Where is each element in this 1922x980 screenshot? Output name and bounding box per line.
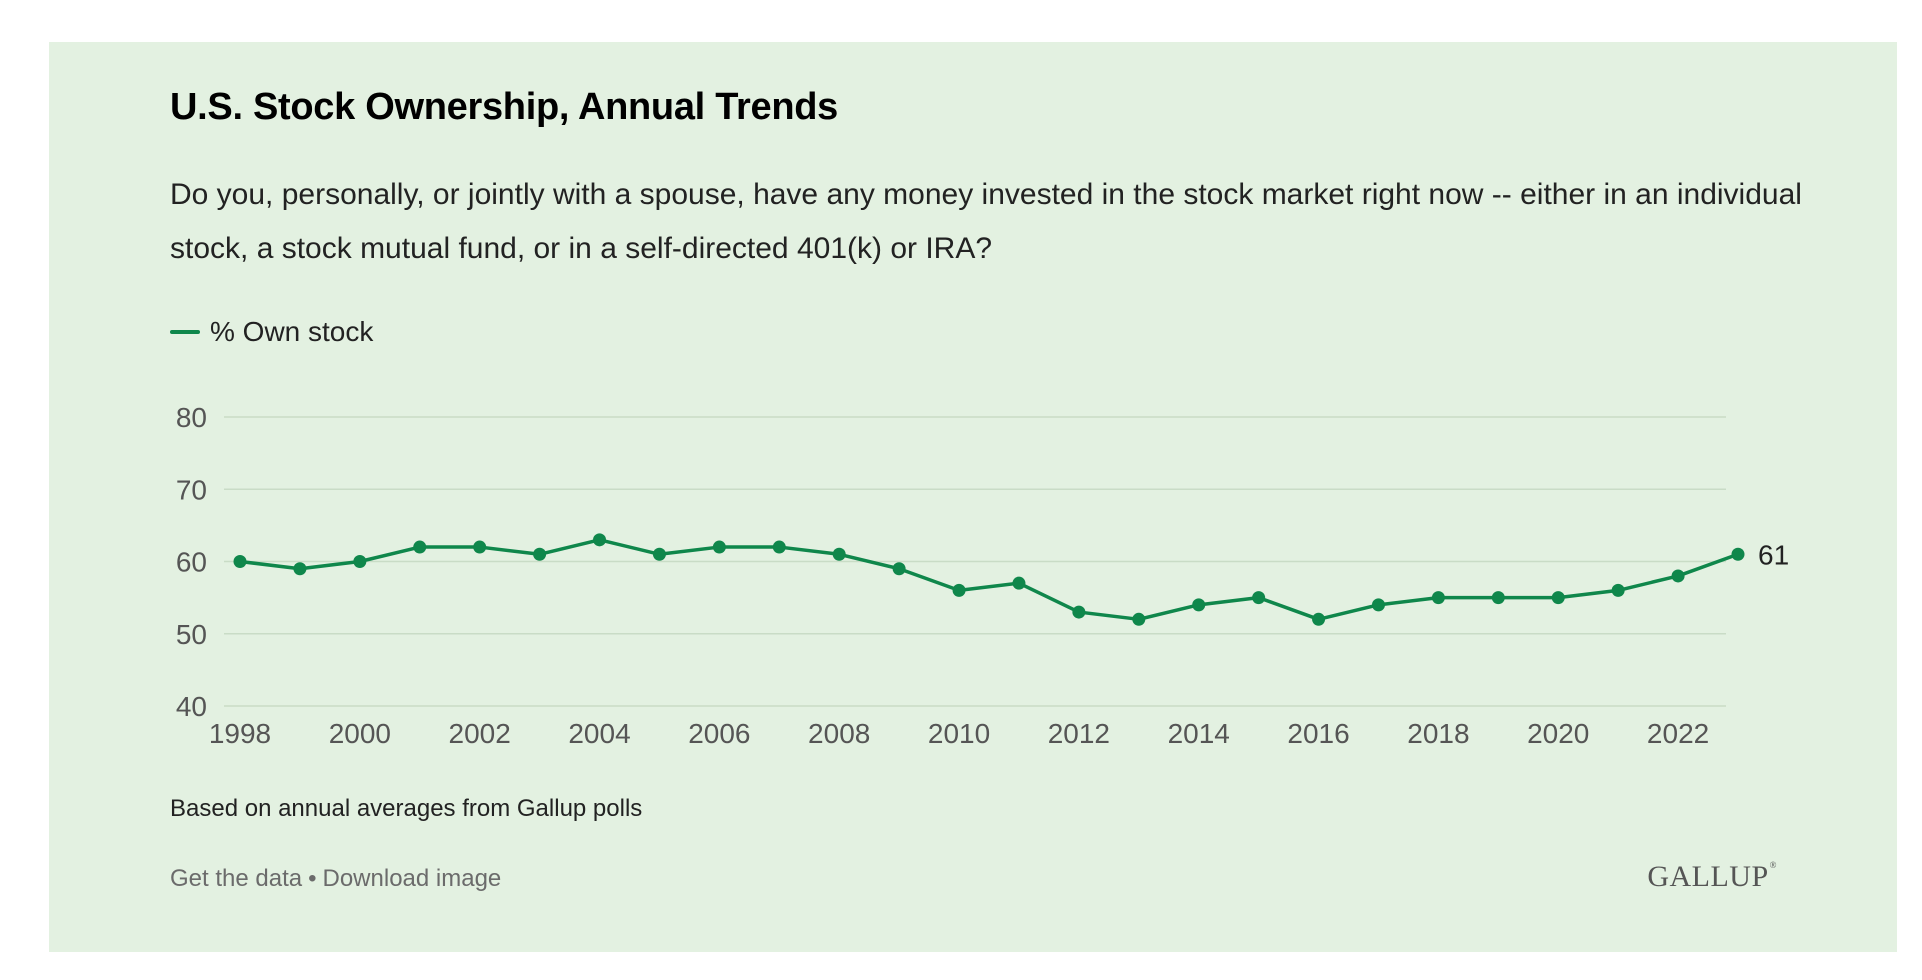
chart-title: U.S. Stock Ownership, Annual Trends [170,86,838,128]
legend: % Own stock [170,316,373,348]
data-point-2000 [353,555,367,568]
x-tick-label-2016: 2016 [1287,718,1349,749]
legend-swatch [170,330,200,334]
data-point-2008 [832,547,846,561]
x-tick-label-2014: 2014 [1168,718,1230,749]
data-point-2022 [1671,569,1685,583]
footer-links: Get the data • Download image [170,865,501,893]
x-tick-label-2022: 2022 [1647,718,1709,749]
data-point-2009 [892,562,906,576]
gallup-logo-text: GALLUP [1647,860,1769,893]
download-image-link[interactable]: Download image [322,865,502,892]
y-tick-label-60: 60 [176,547,207,578]
data-point-2023 [1731,547,1745,561]
data-point-1998 [233,555,247,568]
x-tick-label-2018: 2018 [1407,718,1469,749]
y-tick-label-50: 50 [176,619,207,650]
data-point-2017 [1371,598,1385,612]
series-line [238,538,1740,622]
x-tick-label-2004: 2004 [568,718,630,749]
registered-mark: ® [1769,860,1777,870]
footnote: Based on annual averages from Gallup pol… [170,795,643,822]
data-point-2013 [1132,612,1146,626]
data-point-2003 [533,547,547,561]
data-point-2018 [1431,591,1445,605]
survey-question: Do you, personally, or jointly with a sp… [170,178,1802,265]
x-tick-label-2002: 2002 [449,718,511,749]
end-value-label: 61 [1758,539,1789,570]
data-point-2011 [1012,576,1026,590]
data-point-1999 [293,562,307,576]
x-tick-label-2000: 2000 [329,718,391,749]
data-point-2006 [712,540,726,554]
data-point-2014 [1192,598,1206,612]
data-point-2020 [1551,591,1565,605]
x-tick-label-2010: 2010 [928,718,990,749]
data-point-2010 [952,583,966,597]
x-tick-label-2008: 2008 [808,718,870,749]
x-tick-label-2006: 2006 [688,718,750,749]
y-tick-label-40: 40 [176,691,207,722]
data-point-2012 [1072,605,1086,619]
y-tick-label-80: 80 [176,402,207,433]
data-point-2021 [1611,583,1625,597]
data-point-2001 [413,540,427,554]
gallup-logo: GALLUP® [1647,860,1777,894]
data-point-2015 [1252,591,1266,605]
x-tick-label-2020: 2020 [1527,718,1589,749]
y-tick-label-70: 70 [176,474,207,505]
get-data-link[interactable]: Get the data [170,865,303,892]
data-point-2005 [652,547,666,561]
x-tick-label-1998: 1998 [209,718,271,749]
link-separator: • [308,865,317,892]
x-tick-label-2012: 2012 [1048,718,1110,749]
data-point-2004 [593,533,607,547]
data-point-2016 [1312,612,1326,626]
chart-card: U.S. Stock Ownership, Annual Trends Do y… [49,42,1897,952]
data-point-2007 [772,540,786,554]
data-point-2002 [473,540,487,554]
data-point-2019 [1491,591,1505,605]
legend-label: % Own stock [210,316,374,347]
